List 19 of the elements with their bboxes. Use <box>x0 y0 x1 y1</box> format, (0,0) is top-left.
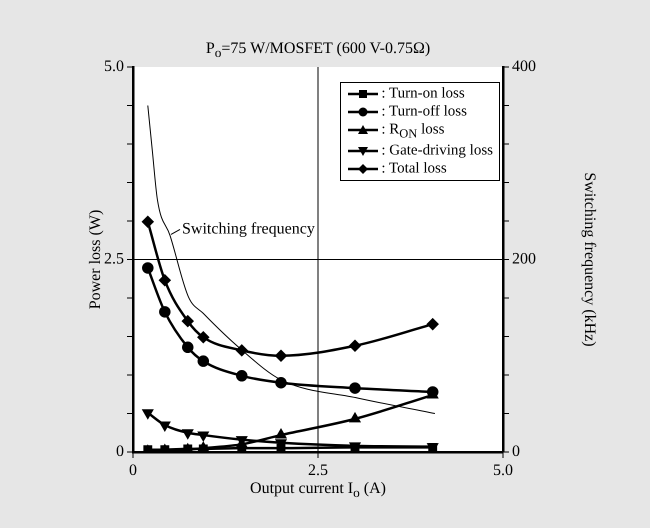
y2-tick-label: 200 <box>512 250 536 268</box>
y2-axis-title: Switching frequency (kHz) <box>581 172 598 347</box>
legend-label: : R$_{ON}$ loss <box>380 121 446 142</box>
legend-label: Switching frequency <box>182 220 315 238</box>
x-tick-label: 5.0 <box>493 462 513 479</box>
y2-tick-label: 0 <box>512 443 520 460</box>
x-tick-label: 2.5 <box>308 462 328 479</box>
legend-label: : Turn-on loss <box>380 85 466 103</box>
legend-label: : Total loss <box>380 160 448 178</box>
y-tick-label: 5.0 <box>104 58 124 76</box>
x-axis-title: Output current I$_{o}$ (A) <box>249 480 387 502</box>
y-axis-title: Power loss (W) <box>86 210 104 310</box>
legend-label: : Gate-driving loss <box>380 142 493 160</box>
chart-title: P$_{o}$=75 W/MOSFET (600 V-0.75Ω) <box>204 40 432 62</box>
x-tick-label: 0 <box>129 462 137 479</box>
legend-label: : Turn-off loss <box>380 103 468 121</box>
y2-tick-label: 400 <box>512 58 536 76</box>
y-tick-label: 0 <box>116 443 124 460</box>
y-tick-label: 2.5 <box>104 250 124 268</box>
